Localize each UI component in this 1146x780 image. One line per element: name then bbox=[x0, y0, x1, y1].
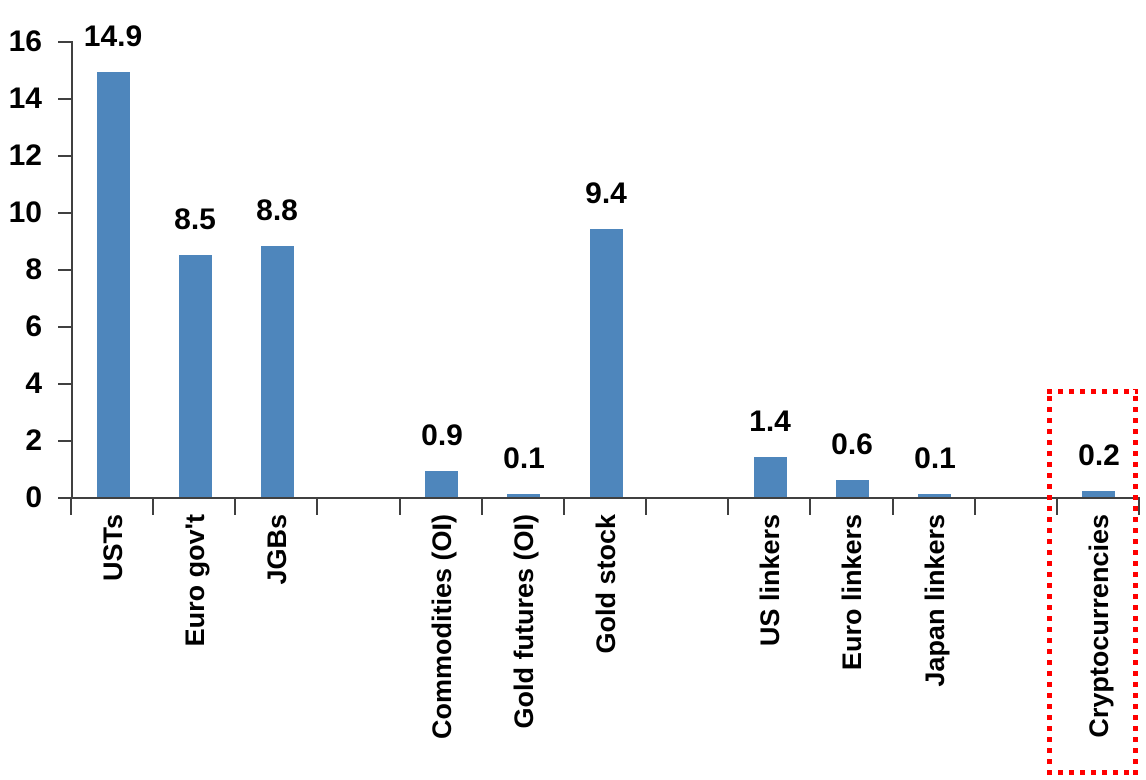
bar-gold-stock bbox=[590, 229, 623, 497]
bar-commodities-oi bbox=[425, 471, 458, 497]
x-tick bbox=[974, 499, 976, 515]
y-tick bbox=[58, 155, 71, 157]
x-tick bbox=[727, 499, 729, 515]
x-tick bbox=[563, 499, 565, 515]
bar-value-label: 0.1 bbox=[914, 442, 956, 475]
y-tick bbox=[58, 98, 71, 100]
bar-value-label: 9.4 bbox=[585, 177, 627, 210]
y-tick bbox=[58, 497, 71, 499]
y-axis-line bbox=[71, 41, 73, 499]
y-tick bbox=[58, 212, 71, 214]
bar-value-label: 1.4 bbox=[749, 405, 791, 438]
x-tick bbox=[316, 499, 318, 515]
category-label: US linkers bbox=[755, 514, 785, 647]
bar-euro-linkers bbox=[836, 480, 869, 497]
y-tick bbox=[58, 326, 71, 328]
x-tick bbox=[892, 499, 894, 515]
bar-usts bbox=[97, 72, 130, 497]
x-tick bbox=[152, 499, 154, 515]
x-tick bbox=[645, 499, 647, 515]
y-tick-label: 12 bbox=[8, 139, 42, 172]
category-label: Gold stock bbox=[591, 514, 621, 654]
x-tick bbox=[234, 499, 236, 515]
x-tick bbox=[1138, 499, 1140, 515]
y-tick bbox=[58, 41, 71, 43]
y-tick bbox=[58, 440, 71, 442]
y-tick bbox=[58, 383, 71, 385]
bar-value-label: 14.9 bbox=[83, 20, 143, 53]
bar-value-label: 0.6 bbox=[831, 428, 873, 461]
y-tick-label: 10 bbox=[8, 196, 42, 229]
bar-jgbs bbox=[261, 246, 294, 497]
y-tick-label: 2 bbox=[25, 424, 42, 457]
x-axis-line bbox=[71, 497, 1140, 499]
category-label: Japan linkers bbox=[920, 514, 950, 687]
x-tick bbox=[399, 499, 401, 515]
category-label: Euro linkers bbox=[837, 514, 867, 671]
highlight-box bbox=[1047, 389, 1138, 775]
x-tick bbox=[481, 499, 483, 515]
category-label: Euro gov't bbox=[180, 514, 210, 647]
bar-us-linkers bbox=[754, 457, 787, 497]
y-tick bbox=[58, 269, 71, 271]
y-tick-label: 6 bbox=[25, 310, 42, 343]
bar-value-label: 0.1 bbox=[503, 442, 545, 475]
y-tick-label: 4 bbox=[25, 367, 42, 400]
category-label: USTs bbox=[98, 514, 128, 582]
bar-value-label: 0.9 bbox=[421, 419, 463, 452]
bar-euro-gov-t bbox=[179, 255, 212, 497]
y-tick-label: 8 bbox=[25, 253, 42, 286]
y-tick-label: 14 bbox=[8, 82, 42, 115]
category-label: Gold futures (OI) bbox=[509, 514, 539, 729]
x-tick bbox=[70, 499, 72, 515]
bar-gold-futures-oi bbox=[507, 494, 540, 497]
bar-value-label: 8.5 bbox=[174, 203, 216, 236]
category-label: Commodities (OI) bbox=[427, 514, 457, 740]
category-label: JGBs bbox=[262, 514, 292, 585]
bar-value-label: 8.8 bbox=[256, 194, 298, 227]
y-tick-label: 16 bbox=[8, 25, 42, 58]
bar-japan-linkers bbox=[918, 494, 951, 497]
x-tick bbox=[809, 499, 811, 515]
y-tick-label: 0 bbox=[25, 481, 42, 514]
